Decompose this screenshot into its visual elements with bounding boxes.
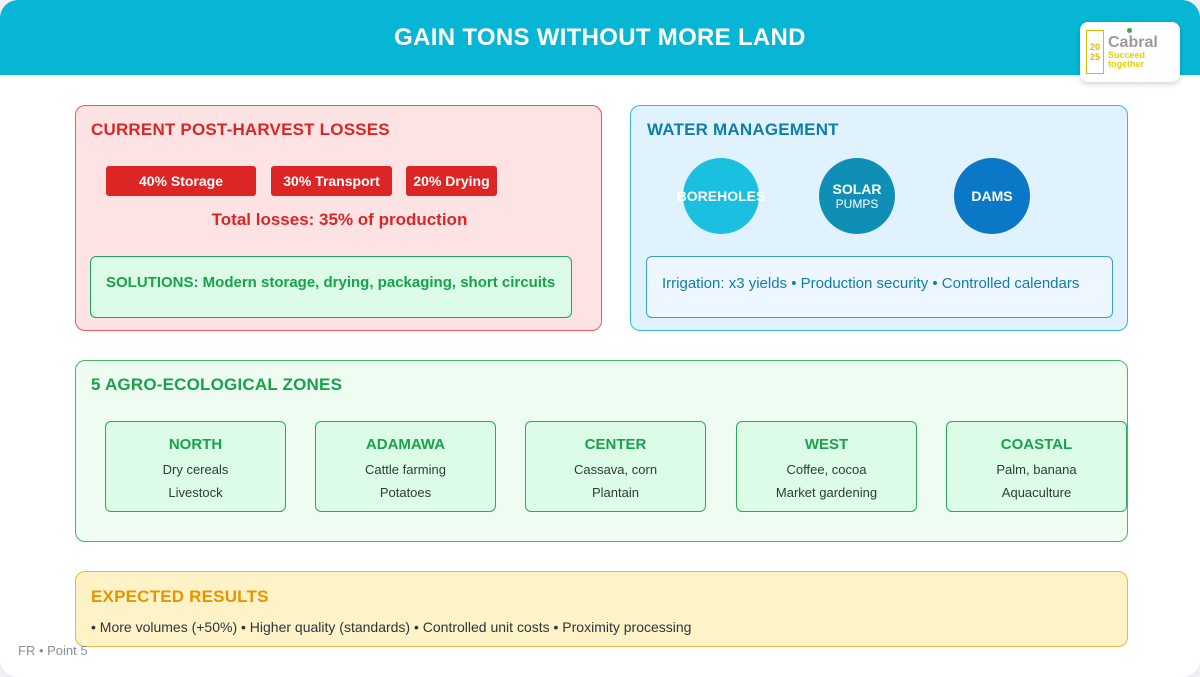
zone-crop: Livestock (168, 485, 223, 500)
boreholes-circle: BOREHOLES (677, 158, 765, 234)
losses-panel: CURRENT POST-HARVEST LOSSES 40% Storage … (75, 105, 602, 331)
results-panel: EXPECTED RESULTS • More volumes (+50%) •… (75, 571, 1128, 647)
zone-crop: Dry cereals (162, 462, 229, 477)
zone-card-adamawa: ADAMAWA Cattle farming Potatoes (315, 421, 496, 512)
logo-tagline-2: together (1108, 59, 1144, 69)
solar-pumps-circle: SOLAR PUMPS (819, 158, 895, 234)
loss-pill-transport: 30% Transport (271, 166, 392, 196)
water-panel: WATER MANAGEMENT BOREHOLES SOLAR PUMPS D… (630, 105, 1128, 331)
loss-total: Total losses: 35% of production (211, 210, 468, 229)
loss-pill-drying: 20% Drying (406, 166, 497, 196)
circle-sublabel: PUMPS (835, 197, 879, 211)
zone-crop: Cassava, corn (573, 462, 658, 477)
zone-crop: Potatoes (379, 485, 432, 500)
header-bar: GAIN TONS WITHOUT MORE LAND (0, 0, 1200, 75)
zone-card-west: WEST Coffee, cocoa Market gardening (736, 421, 917, 512)
zone-card-coastal: COASTAL Palm, banana Aquaculture (946, 421, 1127, 512)
zone-name: CENTER (584, 436, 647, 453)
circle-label: BOREHOLES (676, 188, 766, 204)
loss-pill-storage: 40% Storage (106, 166, 256, 196)
logo-tagline-1: Succeed (1108, 50, 1146, 60)
results-title: EXPECTED RESULTS (91, 587, 269, 606)
logo-brand-name: Cabral (1108, 34, 1158, 51)
losses-title: CURRENT POST-HARVEST LOSSES (91, 120, 390, 139)
water-benefits-text: Irrigation: x3 yields • Production secur… (662, 275, 1080, 292)
results-text: • More volumes (+50%) • Higher quality (… (91, 619, 692, 635)
zone-crop: Palm, banana (996, 462, 1077, 477)
zone-crop: Plantain (592, 485, 639, 500)
zones-title: 5 AGRO-ECOLOGICAL ZONES (91, 375, 343, 394)
dams-circle: DAMS (954, 158, 1030, 234)
zone-card-north: NORTH Dry cereals Livestock (105, 421, 286, 512)
footer-label: FR • Point 5 (18, 643, 88, 658)
zone-name: ADAMAWA (365, 436, 446, 453)
zone-name: COASTAL (1000, 436, 1073, 453)
zone-crop: Aquaculture (1001, 485, 1072, 500)
zone-crop: Market gardening (775, 485, 878, 500)
page-title: GAIN TONS WITHOUT MORE LAND (394, 23, 806, 51)
solutions-text: SOLUTIONS: Modern storage, drying, packa… (106, 274, 556, 291)
water-benefits-box: Irrigation: x3 yields • Production secur… (646, 256, 1113, 318)
brand-logo: 20 25 Cabral Succeed together (1080, 22, 1180, 82)
solutions-box: SOLUTIONS: Modern storage, drying, packa… (90, 256, 572, 318)
logo-year-mark: 20 25 (1086, 30, 1104, 74)
zone-crop: Coffee, cocoa (786, 462, 867, 477)
circle-label: DAMS (971, 188, 1013, 204)
logo-wordmark: Cabral Succeed together (1108, 35, 1158, 69)
zones-panel: 5 AGRO-ECOLOGICAL ZONES NORTH Dry cereal… (75, 360, 1128, 542)
water-title: WATER MANAGEMENT (647, 120, 839, 139)
zone-crop: Cattle farming (365, 462, 446, 477)
logo-dot-icon (1127, 28, 1132, 33)
zone-name: NORTH (168, 436, 223, 453)
circle-label: SOLAR (832, 181, 882, 197)
zone-name: WEST (804, 436, 849, 453)
zone-card-center: CENTER Cassava, corn Plantain (525, 421, 706, 512)
